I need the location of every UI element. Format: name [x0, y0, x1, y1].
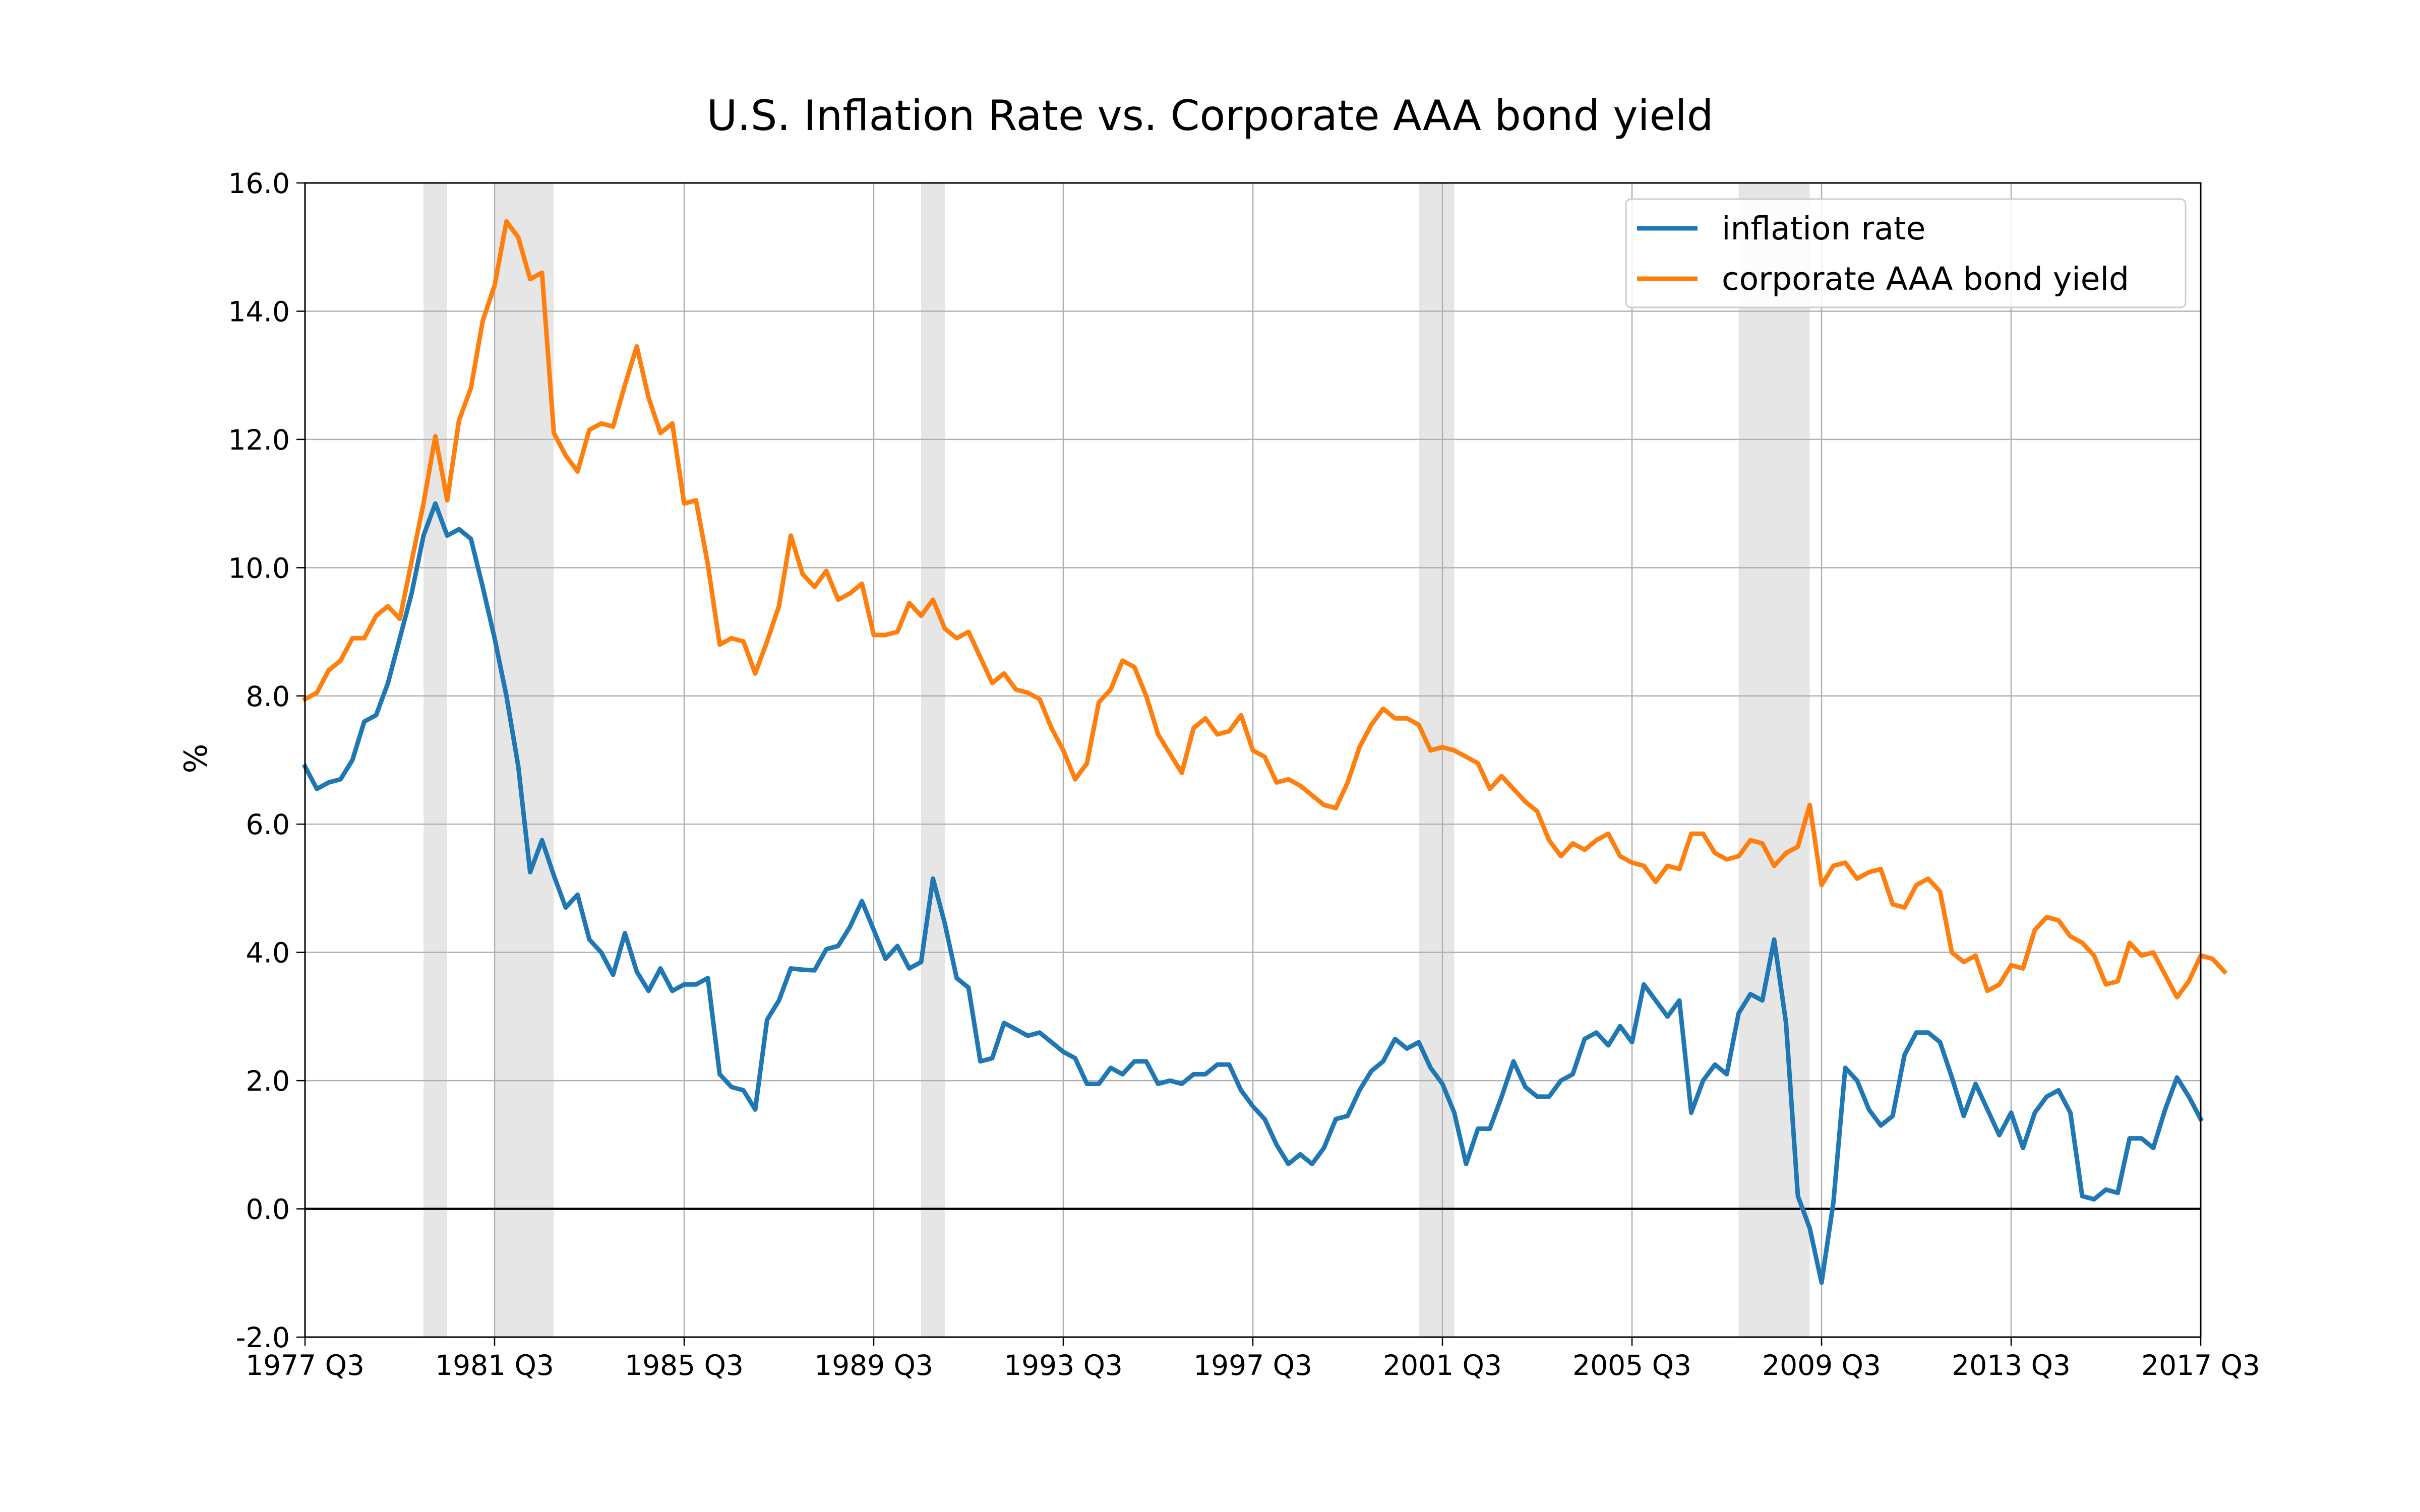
x-tick-label: 1981 Q3 [435, 1349, 554, 1381]
x-tick-label: 1977 Q3 [246, 1349, 365, 1381]
x-tick-label: 2005 Q3 [1572, 1349, 1691, 1381]
y-axis-ticks: -2.0 0.0 2.0 4.0 6.0 8.0 10.0 12.0 14.0 16.0 [228, 167, 305, 1354]
x-tick-label: 1997 Q3 [1193, 1349, 1312, 1381]
y-tick-label: 12.0 [228, 424, 290, 456]
y-tick-label: 14.0 [228, 295, 290, 328]
x-axis-ticks: 1977 Q3 1981 Q3 1985 Q3 1989 Q3 1993 Q3 1997 … [246, 1337, 2260, 1381]
x-tick-label: 1985 Q3 [625, 1349, 744, 1381]
x-tick-label: 2013 Q3 [1952, 1349, 2071, 1381]
y-tick-label: 2.0 [246, 1065, 290, 1097]
chart-title: U.S. Inflation Rate vs. Corporate AAA bo… [707, 91, 1714, 140]
legend: inflation rate corporate AAA bond yield [1625, 198, 2187, 308]
y-tick-label: -2.0 [236, 1321, 290, 1354]
y-tick-label: 4.0 [246, 937, 290, 969]
recession-shading-group [424, 183, 1810, 1337]
recession-band-5 [1738, 183, 1810, 1337]
y-tick-label: 0.0 [246, 1193, 290, 1226]
x-tick-label: 2017 Q3 [2141, 1349, 2260, 1381]
y-tick-label: 6.0 [246, 808, 290, 841]
y-tick-label: 8.0 [246, 680, 290, 713]
x-tick-label: 2009 Q3 [1762, 1349, 1881, 1381]
recession-band-3 [921, 183, 945, 1337]
x-tick-label: 1993 Q3 [1004, 1349, 1123, 1381]
y-tick-label: 10.0 [228, 552, 290, 584]
recession-band-2 [495, 183, 554, 1337]
legend-label-1: inflation rate [1722, 210, 1925, 247]
recession-band-1 [424, 183, 447, 1337]
legend-label-2: corporate AAA bond yield [1722, 261, 2129, 297]
y-tick-label: 16.0 [228, 167, 290, 200]
y-axis-label: % [177, 744, 214, 774]
x-tick-label: 2001 Q3 [1383, 1349, 1502, 1381]
recession-band-4 [1419, 183, 1455, 1337]
series-group [301, 219, 2228, 1285]
legend-box [1625, 198, 2187, 308]
series-line-2 [301, 219, 2228, 1000]
series-line-1 [301, 501, 2204, 1285]
x-tick-label: 1989 Q3 [814, 1349, 933, 1381]
